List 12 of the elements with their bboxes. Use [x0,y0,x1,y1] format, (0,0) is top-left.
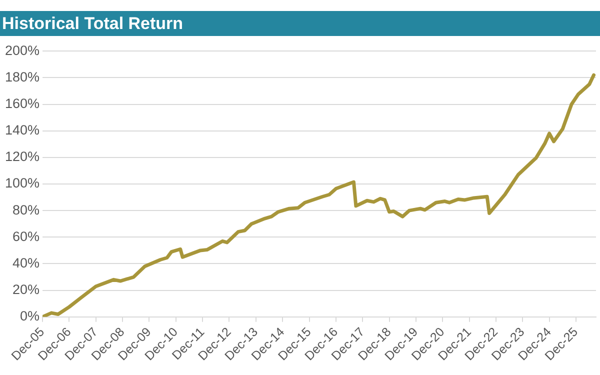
y-tick-label: 160% [4,96,40,111]
y-tick-label: 60% [12,228,40,244]
y-tick-label: 80% [12,202,40,218]
y-tick-label: 120% [4,149,40,164]
y-tick-label: 0% [20,308,40,324]
y-tick-label: 20% [12,282,40,298]
y-tick-label: 40% [12,255,40,270]
chart-title: Historical Total Return [0,11,600,36]
y-tick-label: 200% [4,42,40,58]
y-tick-label: 140% [4,122,40,138]
y-tick-label: 180% [4,69,40,84]
y-tick-label: 100% [4,176,40,191]
